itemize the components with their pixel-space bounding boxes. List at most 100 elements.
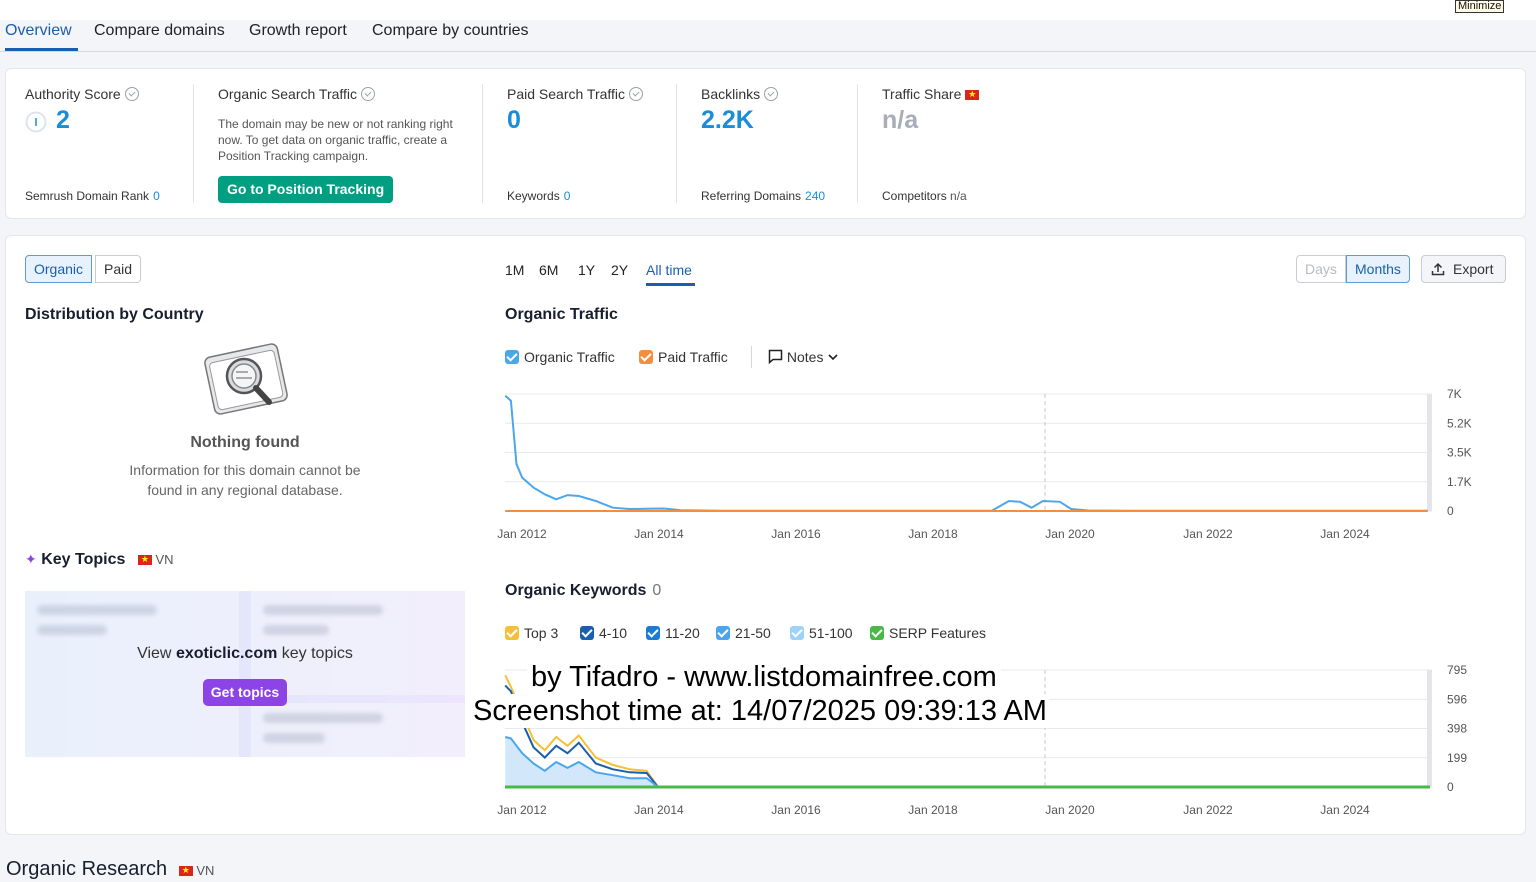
domain-rank-value[interactable]: 0 bbox=[153, 189, 160, 203]
x-tick-label: Jan 2016 bbox=[771, 803, 821, 817]
x-tick-label: Jan 2022 bbox=[1183, 527, 1233, 541]
minimize-button[interactable]: Minimize bbox=[1455, 0, 1505, 13]
y-tick-label: 199 bbox=[1447, 751, 1467, 765]
blurred-text bbox=[37, 605, 157, 615]
magnifier-empty-illustration-icon bbox=[204, 343, 288, 415]
tab-overview[interactable]: Overview bbox=[5, 22, 72, 39]
range-1m[interactable]: 1M bbox=[505, 262, 525, 278]
export-button[interactable]: Export bbox=[1421, 255, 1506, 283]
legend-51-100[interactable]: 51-100 bbox=[790, 625, 853, 641]
checkbox-icon bbox=[639, 350, 653, 364]
range-all-time[interactable]: All time bbox=[646, 262, 692, 278]
tab-compare-domains[interactable]: Compare domains bbox=[94, 22, 225, 39]
x-tick-label: Jan 2014 bbox=[634, 803, 684, 817]
range-2y[interactable]: 2Y bbox=[611, 262, 629, 278]
x-tick-label: Jan 2014 bbox=[634, 527, 684, 541]
x-tick-label: Jan 2024 bbox=[1320, 803, 1370, 817]
x-tick-label: Jan 2012 bbox=[497, 803, 547, 817]
x-tick-label: Jan 2024 bbox=[1320, 527, 1370, 541]
x-tick-label: Jan 2022 bbox=[1183, 803, 1233, 817]
get-topics-button[interactable]: Get topics bbox=[203, 679, 287, 706]
blurred-text bbox=[263, 625, 329, 635]
y-tick-label: 795 bbox=[1447, 663, 1467, 677]
domain-rank: Semrush Domain Rank 0 bbox=[25, 189, 160, 203]
vietnam-flag-icon bbox=[178, 863, 193, 877]
organic-research-title: Organic Research VN bbox=[6, 858, 214, 881]
range-1y[interactable]: 1Y bbox=[578, 262, 596, 278]
keywords-area bbox=[505, 737, 1428, 787]
referring-domains: Referring Domains 240 bbox=[701, 189, 826, 203]
legend-11-20[interactable]: 11-20 bbox=[646, 625, 700, 641]
blurred-text bbox=[263, 733, 325, 743]
paid-toggle[interactable]: Paid bbox=[95, 255, 142, 283]
checkbox-icon bbox=[716, 626, 730, 640]
days-toggle[interactable]: Days bbox=[1296, 255, 1346, 283]
view-key-topics-text: View exoticlic.com key topics bbox=[137, 645, 353, 662]
legend-organic-traffic[interactable]: Organic Traffic bbox=[505, 349, 615, 365]
referring-domains-value[interactable]: 240 bbox=[805, 189, 826, 203]
checkbox-icon bbox=[870, 626, 884, 640]
y-tick-label: 596 bbox=[1447, 692, 1467, 706]
legend-paid-traffic[interactable]: Paid Traffic bbox=[639, 349, 728, 365]
divider bbox=[676, 84, 677, 203]
x-tick-label: Jan 2016 bbox=[771, 527, 821, 541]
range-6m[interactable]: 6M bbox=[539, 262, 559, 278]
notes-icon bbox=[768, 349, 783, 365]
info-icon[interactable] bbox=[361, 87, 376, 101]
legend-serp-features[interactable]: SERP Features bbox=[870, 625, 986, 641]
go-to-position-tracking-button[interactable]: Go to Position Tracking bbox=[218, 176, 394, 203]
y-tick-label: 0 bbox=[1447, 780, 1454, 794]
scroll-edge bbox=[1427, 670, 1432, 787]
info-icon[interactable] bbox=[629, 87, 644, 101]
backlinks-value[interactable]: 2.2K bbox=[701, 106, 754, 134]
x-tick-label: Jan 2020 bbox=[1045, 527, 1095, 541]
paid-keywords: Keywords 0 bbox=[507, 189, 571, 203]
chevron-down-icon bbox=[828, 354, 838, 361]
tab-growth-report[interactable]: Growth report bbox=[249, 22, 347, 39]
authority-score-value: 2 bbox=[56, 106, 70, 134]
blurred-topic-cell bbox=[251, 591, 465, 695]
vietnam-flag-icon bbox=[965, 87, 980, 101]
vietnam-flag-icon bbox=[137, 552, 152, 566]
legend-21-50[interactable]: 21-50 bbox=[716, 625, 771, 641]
key-topics-title: ✦ Key Topics VN bbox=[25, 551, 174, 569]
notes-dropdown[interactable]: Notes bbox=[768, 349, 839, 365]
divider bbox=[751, 346, 752, 368]
tab-bar: Overview Compare domains Growth report C… bbox=[0, 20, 1536, 52]
y-tick-label: 0 bbox=[1447, 504, 1454, 518]
blurred-text bbox=[37, 625, 107, 635]
active-tab-indicator bbox=[5, 48, 78, 51]
info-icon[interactable] bbox=[124, 87, 139, 101]
organic-keywords-count: 0 bbox=[652, 582, 662, 599]
organic-research-country: VN bbox=[196, 863, 215, 878]
distribution-by-country-title: Distribution by Country bbox=[25, 306, 204, 323]
x-tick-label: Jan 2018 bbox=[908, 803, 958, 817]
blurred-text bbox=[263, 713, 383, 723]
y-tick-label: 3.5K bbox=[1447, 446, 1472, 460]
competitors-value: n/a bbox=[950, 189, 967, 203]
info-icon[interactable] bbox=[764, 87, 779, 101]
paid-keywords-value[interactable]: 0 bbox=[563, 189, 571, 203]
organic-keywords-title: Organic Keywords 0 bbox=[505, 582, 662, 599]
months-toggle[interactable]: Months bbox=[1346, 255, 1410, 283]
checkbox-icon bbox=[646, 626, 660, 640]
checkbox-icon bbox=[505, 350, 519, 364]
paid-search-traffic-value[interactable]: 0 bbox=[507, 106, 521, 134]
organic-traffic-title: Organic Traffic bbox=[505, 306, 618, 323]
watermark-line-2: Screenshot time at: 14/07/2025 09:39:13 … bbox=[471, 694, 1049, 728]
legend-4-10[interactable]: 4-10 bbox=[580, 625, 627, 641]
top-strip bbox=[0, 0, 1536, 20]
divider bbox=[193, 84, 194, 203]
nothing-found-text: Information for this domain cannot be fo… bbox=[129, 462, 361, 498]
watermark-line-1: by Tifadro - www.listdomainfree.com bbox=[527, 660, 1001, 694]
nothing-found-title: Nothing found bbox=[190, 434, 300, 451]
export-label: Export bbox=[1453, 261, 1494, 277]
organic-toggle[interactable]: Organic bbox=[25, 255, 93, 283]
authority-score-label: Authority Score bbox=[25, 86, 139, 102]
legend-top-3[interactable]: Top 3 bbox=[505, 625, 558, 641]
key-topics-country: VN bbox=[155, 552, 174, 567]
paid-search-traffic-label: Paid Search Traffic bbox=[507, 86, 644, 102]
tab-compare-by-countries[interactable]: Compare by countries bbox=[372, 22, 529, 39]
checkbox-icon bbox=[505, 626, 519, 640]
